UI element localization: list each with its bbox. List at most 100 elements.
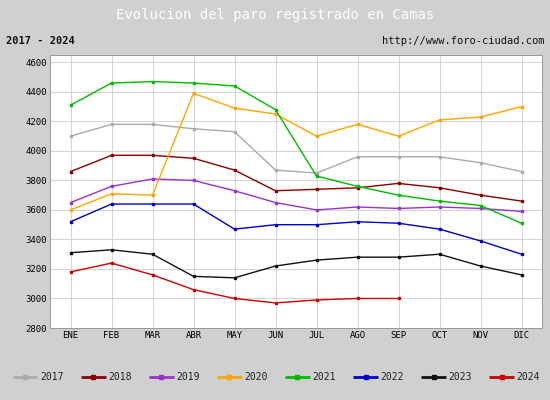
2023 xyxy=(313,258,320,262)
2018 xyxy=(149,153,156,158)
2017 xyxy=(272,168,279,172)
2021 xyxy=(190,81,197,86)
2018 xyxy=(477,193,484,198)
2019 xyxy=(395,206,402,211)
2021 xyxy=(436,199,443,204)
2024 xyxy=(272,300,279,305)
Text: 2018: 2018 xyxy=(108,372,132,382)
2019 xyxy=(518,209,525,214)
2023 xyxy=(190,274,197,279)
2022 xyxy=(272,222,279,227)
2017 xyxy=(231,129,238,134)
Line: 2022: 2022 xyxy=(69,203,522,256)
2021 xyxy=(477,203,484,208)
2019 xyxy=(354,204,361,209)
2019 xyxy=(436,204,443,209)
2023 xyxy=(395,255,402,260)
2020 xyxy=(231,106,238,110)
2019 xyxy=(313,208,320,212)
2022 xyxy=(313,222,320,227)
2018 xyxy=(395,181,402,186)
2020 xyxy=(313,134,320,138)
2017 xyxy=(436,154,443,159)
2021 xyxy=(354,184,361,189)
2022 xyxy=(436,227,443,232)
2019 xyxy=(108,184,115,189)
Line: 2024: 2024 xyxy=(69,262,400,304)
Text: 2020: 2020 xyxy=(244,372,268,382)
2023 xyxy=(67,250,74,255)
2020 xyxy=(395,134,402,138)
2024 xyxy=(395,296,402,301)
2022 xyxy=(354,219,361,224)
2024 xyxy=(354,296,361,301)
2022 xyxy=(190,202,197,206)
2017 xyxy=(354,154,361,159)
2023 xyxy=(477,264,484,268)
2017 xyxy=(395,154,402,159)
2020 xyxy=(354,122,361,127)
2020 xyxy=(272,112,279,116)
2018 xyxy=(272,188,279,193)
Text: 2023: 2023 xyxy=(449,372,472,382)
2017 xyxy=(477,160,484,165)
2023 xyxy=(354,255,361,260)
2024 xyxy=(67,270,74,274)
2023 xyxy=(149,252,156,257)
2018 xyxy=(67,169,74,174)
2017 xyxy=(313,171,320,176)
2019 xyxy=(477,206,484,211)
Text: 2019: 2019 xyxy=(177,372,200,382)
2022 xyxy=(67,219,74,224)
2020 xyxy=(190,91,197,96)
2019 xyxy=(272,200,279,205)
2019 xyxy=(67,200,74,205)
2019 xyxy=(149,176,156,181)
2017 xyxy=(67,134,74,138)
2024 xyxy=(231,296,238,301)
2018 xyxy=(108,153,115,158)
2024 xyxy=(108,261,115,266)
Line: 2021: 2021 xyxy=(69,80,522,224)
Text: 2021: 2021 xyxy=(312,372,336,382)
2017 xyxy=(518,169,525,174)
2020 xyxy=(108,191,115,196)
Line: 2019: 2019 xyxy=(69,178,522,213)
2020 xyxy=(436,118,443,122)
Text: 2022: 2022 xyxy=(381,372,404,382)
Text: 2024: 2024 xyxy=(516,372,540,382)
Text: http://www.foro-ciudad.com: http://www.foro-ciudad.com xyxy=(382,36,544,46)
2018 xyxy=(518,199,525,204)
2021 xyxy=(395,193,402,198)
2018 xyxy=(190,156,197,161)
2023 xyxy=(436,252,443,257)
2020 xyxy=(477,114,484,119)
Line: 2020: 2020 xyxy=(69,92,522,211)
Text: 2017 - 2024: 2017 - 2024 xyxy=(6,36,74,46)
2021 xyxy=(108,81,115,86)
2020 xyxy=(67,208,74,212)
2017 xyxy=(108,122,115,127)
2022 xyxy=(395,221,402,226)
2022 xyxy=(149,202,156,206)
2017 xyxy=(149,122,156,127)
Line: 2018: 2018 xyxy=(69,154,522,202)
2024 xyxy=(190,287,197,292)
2022 xyxy=(518,252,525,257)
2024 xyxy=(313,298,320,302)
2020 xyxy=(518,104,525,109)
2021 xyxy=(313,174,320,178)
2021 xyxy=(231,84,238,88)
2022 xyxy=(231,227,238,232)
2022 xyxy=(108,202,115,206)
Line: 2023: 2023 xyxy=(69,248,522,279)
Text: Evolucion del paro registrado en Camas: Evolucion del paro registrado en Camas xyxy=(116,8,434,22)
2018 xyxy=(354,186,361,190)
2018 xyxy=(231,168,238,172)
2023 xyxy=(272,264,279,268)
2023 xyxy=(231,276,238,280)
2019 xyxy=(190,178,197,183)
2019 xyxy=(231,188,238,193)
2017 xyxy=(190,126,197,131)
Line: 2017: 2017 xyxy=(69,123,522,174)
